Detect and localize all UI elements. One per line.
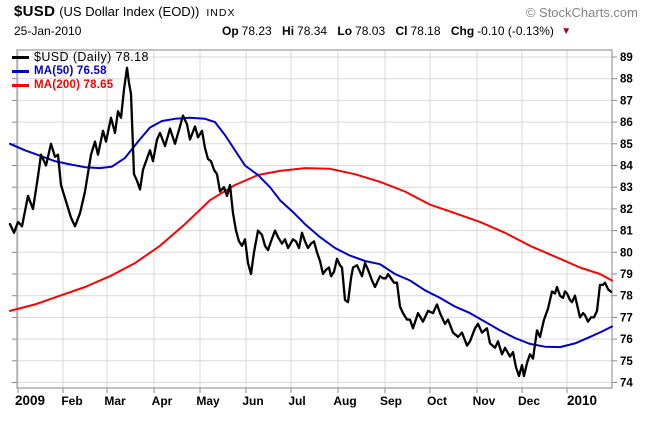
legend-label: $USD (Daily) 78.18: [34, 50, 149, 64]
x-axis-label: Jun: [242, 394, 263, 408]
x-axis-label: Oct: [427, 394, 447, 408]
y-axis-label: 77: [620, 312, 633, 324]
exchange-label: INDX: [206, 7, 236, 19]
ma50-line-swatch: [12, 69, 29, 73]
close-value: 78.18: [410, 24, 441, 38]
open-label: Op: [222, 24, 239, 38]
low-value: 78.03: [355, 24, 386, 38]
y-axis-label: 88: [620, 74, 633, 86]
title-row: $USD (US Dollar Index (EOD)) INDX: [14, 3, 235, 21]
y-axis-label: 80: [620, 247, 633, 259]
high-label: Hi: [282, 24, 295, 38]
price-chart: 74 75 76 77 78 79 80 81 82 83 84 85 86 87 88 89 2009 Feb M…: [0, 44, 648, 426]
change-down-arrow-icon: ▼: [561, 26, 572, 37]
y-axis-label: 83: [620, 182, 633, 194]
chart-header: $USD (US Dollar Index (EOD)) INDX © StockC…: [0, 0, 648, 44]
x-axis-label: Mar: [104, 394, 126, 408]
high-value: 78.34: [297, 24, 328, 38]
ohlc-quote-row: Op 78.23 Hi 78.34 Lo 78.03 Cl 78.18 Chg -0.10…: [222, 24, 571, 38]
series-ma50: [9, 116, 613, 349]
quote-date: 25-Jan-2010: [14, 24, 82, 38]
change-label: Chg: [450, 24, 475, 38]
x-axis-label: Aug: [333, 394, 356, 408]
stockcharts-copyright: © StockCharts.com: [525, 5, 638, 20]
x-axis-label: May: [196, 394, 220, 408]
y-axis-label: 89: [620, 52, 633, 64]
legend-item-ma50: MA(50) 76.58: [12, 64, 149, 78]
x-axis-label: 2009: [15, 393, 45, 408]
usd-line-swatch: [12, 55, 29, 59]
chart-legend: $USD (Daily) 78.18 MA(50) 76.58 MA(200) …: [12, 50, 149, 92]
instrument-name: (US Dollar Index (EOD)): [59, 4, 200, 19]
x-axis-label: Sep: [380, 394, 402, 408]
y-axis-label: 85: [620, 139, 633, 151]
x-axis-label: Jul: [288, 394, 305, 408]
ma200-line-swatch: [12, 83, 29, 87]
plot-border: [16, 49, 613, 389]
legend-label: MA(200) 78.65: [34, 79, 114, 91]
y-axis-label: 76: [620, 334, 633, 346]
y-axis-label: 84: [620, 161, 633, 173]
y-axis-label: 74: [620, 378, 633, 390]
y-axis-label: 81: [620, 226, 633, 238]
series-usd-daily: [8, 66, 613, 378]
series-ma200: [9, 167, 613, 312]
ticker-symbol: $USD: [14, 3, 56, 20]
low-label: Lo: [337, 24, 353, 38]
y-axis-label: 75: [620, 356, 633, 368]
change-value: -0.10 (-0.13%): [477, 24, 554, 38]
legend-label: MA(50) 76.58: [34, 65, 107, 77]
x-axis-label: Nov: [473, 394, 496, 408]
legend-item-usd-daily: $USD (Daily) 78.18: [12, 50, 149, 64]
x-axis-label: Apr: [152, 394, 173, 408]
x-axis-label: 2010: [567, 393, 597, 408]
open-value: 78.23: [241, 24, 272, 38]
y-axis-label: 86: [620, 117, 633, 129]
x-axis-label: Feb: [61, 394, 82, 408]
y-axis-label: 82: [620, 204, 633, 216]
y-axis-label: 78: [620, 291, 633, 303]
y-axis-label: 87: [620, 95, 633, 107]
y-axis-label: 79: [620, 269, 633, 281]
legend-item-ma200: MA(200) 78.65: [12, 78, 149, 92]
close-label: Cl: [395, 24, 408, 38]
price-chart-canvas: 74 75 76 77 78 79 80 81 82 83 84 85 86 87 88 89 2009 Feb M…: [8, 49, 633, 408]
x-axis-label: Dec: [518, 394, 540, 408]
